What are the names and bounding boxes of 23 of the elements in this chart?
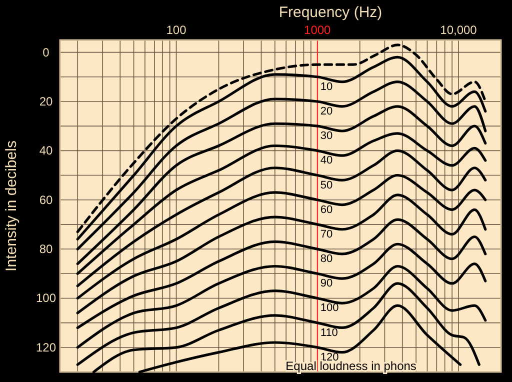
y-tick-label: 80: [39, 242, 53, 256]
y-tick-label: 100: [36, 291, 56, 306]
x-tick-label: 100: [166, 23, 187, 37]
x-tick-label: 1000: [304, 23, 332, 37]
y-tick-label: 0: [42, 45, 50, 60]
series-label: 90: [320, 278, 333, 290]
series-label: 60: [320, 204, 333, 216]
y-axis-title: Intensity in decibels: [3, 140, 20, 272]
series-label: 10: [320, 80, 333, 93]
series-label: 70: [320, 228, 333, 240]
series-label: 100: [320, 302, 339, 314]
series-label: 50: [320, 179, 333, 192]
y-tick-label: 40: [39, 144, 53, 158]
series-label: 30: [320, 130, 333, 142]
series-label: 80: [320, 253, 333, 266]
x-tick-label: 10,000: [440, 23, 478, 37]
series-label: 20: [320, 105, 333, 118]
y-tick-label: 120: [36, 340, 56, 354]
y-tick-label: 60: [39, 192, 53, 207]
series-label: 40: [320, 154, 333, 167]
y-tick-label: 20: [39, 94, 53, 108]
series-label: 110: [320, 326, 338, 339]
x-axis-title: Frequency (Hz): [278, 4, 382, 21]
